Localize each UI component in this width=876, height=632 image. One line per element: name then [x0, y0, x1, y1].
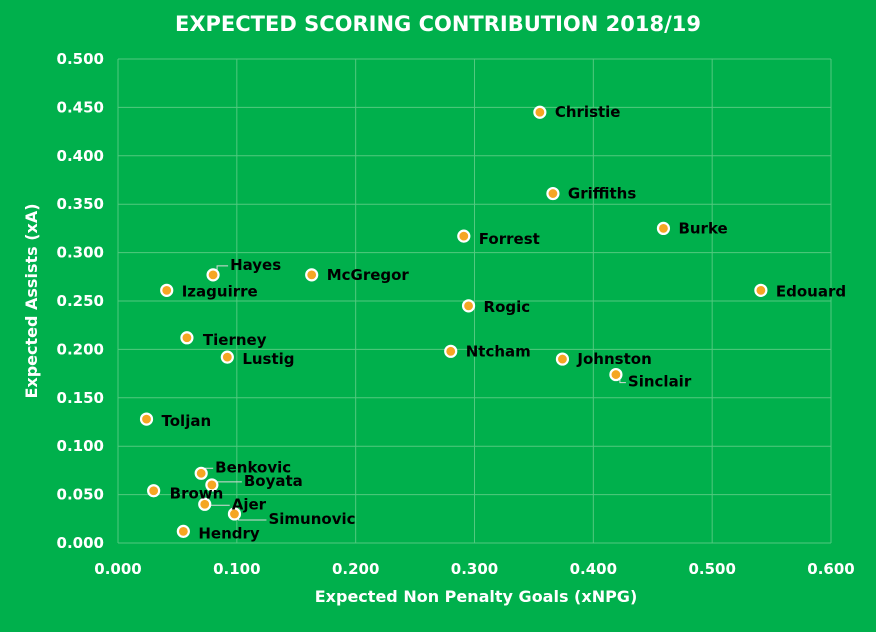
data-point-marker — [180, 331, 194, 345]
data-point-label: Hendry — [198, 524, 260, 542]
data-point-marker — [194, 466, 208, 480]
data-points — [139, 105, 768, 538]
data-point-label: Edouard — [776, 282, 846, 300]
x-tick-label: 0.000 — [94, 560, 141, 578]
data-point-marker — [205, 478, 219, 492]
data-point-marker — [656, 221, 671, 235]
data-point-marker — [198, 497, 212, 511]
data-point-marker — [754, 283, 768, 297]
y-tick-label: 0.350 — [57, 195, 104, 213]
y-tick-label: 0.450 — [57, 98, 104, 116]
data-point-label: Johnston — [576, 350, 651, 368]
y-tick-label: 0.200 — [57, 340, 104, 358]
data-point-marker — [305, 268, 319, 282]
y-tick-label: 0.150 — [57, 389, 104, 407]
y-tick-label: 0.300 — [57, 244, 104, 262]
data-point-label: Simunovic — [268, 510, 355, 528]
y-tick-label: 0.400 — [57, 147, 104, 165]
data-point-marker — [457, 229, 471, 243]
x-tick-label: 0.200 — [332, 560, 379, 578]
data-point-marker — [533, 105, 547, 119]
point-labels: Christie Griffiths Burke Forrest Hayes McGreg… — [162, 103, 847, 542]
data-point-marker — [555, 352, 570, 366]
grid-layer — [117, 58, 832, 544]
data-point-marker — [609, 367, 623, 382]
chart-title: EXPECTED SCORING CONTRIBUTION 2018/19 — [175, 12, 701, 36]
y-tick-label: 0.050 — [57, 486, 104, 504]
x-tick-label: 0.600 — [807, 560, 854, 578]
data-point-label: Ntcham — [466, 342, 531, 360]
data-point-label: Sinclair — [628, 373, 692, 391]
data-point-label: Burke — [678, 219, 727, 237]
data-point-label: Ajer — [232, 495, 267, 513]
data-point-label: Benkovic — [215, 458, 291, 476]
x-tick-label: 0.500 — [688, 560, 735, 578]
data-point-marker — [160, 283, 174, 297]
data-point-marker — [176, 524, 190, 538]
data-point-marker — [139, 412, 154, 426]
data-point-marker — [206, 268, 220, 282]
data-point-marker — [147, 484, 161, 498]
data-point-marker — [461, 299, 476, 313]
x-tick-label: 0.100 — [213, 560, 260, 578]
x-tick-label: 0.300 — [451, 560, 498, 578]
data-point-label: Christie — [555, 103, 621, 121]
x-tick-labels: 0.000 0.100 0.200 0.300 0.400 0.500 0.600 — [94, 560, 854, 578]
data-point-label: Griffiths — [568, 185, 636, 203]
data-point-label: Boyata — [244, 472, 303, 490]
y-tick-label: 0.500 — [57, 50, 104, 68]
data-point-marker — [227, 507, 242, 521]
data-point-label: Izaguirre — [182, 282, 258, 300]
data-point-label: Forrest — [479, 230, 540, 248]
data-point-marker — [444, 344, 458, 358]
x-tick-label: 0.400 — [570, 560, 617, 578]
data-point-label: Hayes — [230, 256, 281, 274]
data-point-label: McGregor — [327, 266, 410, 284]
data-point-label: Lustig — [242, 350, 294, 368]
y-axis-title: Expected Assists (xA) — [22, 203, 41, 398]
x-axis-title: Expected Non Penalty Goals (xNPG) — [315, 587, 638, 606]
y-tick-label: 0.100 — [57, 437, 104, 455]
y-tick-label: 0.000 — [57, 534, 104, 552]
y-tick-label: 0.250 — [57, 292, 104, 310]
data-point-marker — [220, 350, 234, 364]
y-tick-labels: 0.000 0.050 0.100 0.150 0.200 0.250 0.300 0.350… — [57, 50, 104, 552]
data-point-label: Toljan — [162, 412, 212, 430]
data-point-marker — [546, 186, 560, 201]
data-point-label: Tierney — [203, 331, 267, 349]
data-point-label: Rogic — [484, 298, 531, 316]
leader-line — [215, 481, 242, 483]
data-point-label: Brown — [170, 485, 224, 503]
